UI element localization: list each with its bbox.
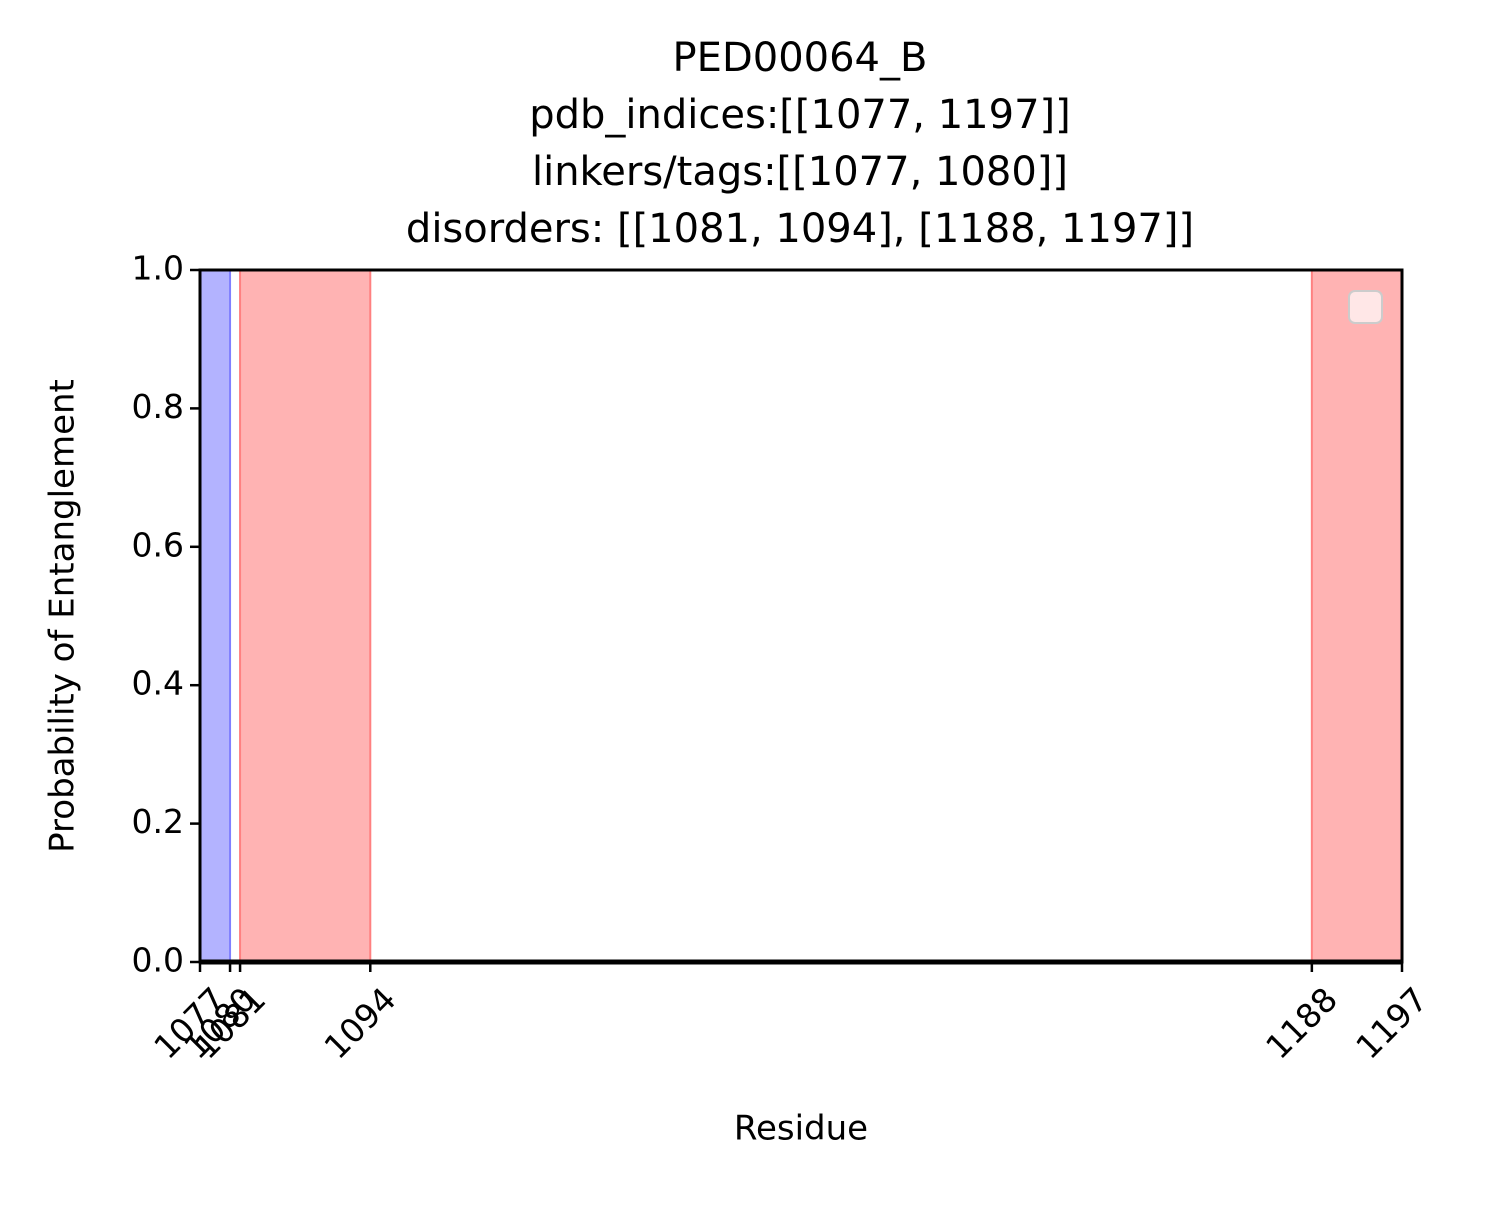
x-tick-label: 1188 (1258, 980, 1345, 1067)
y-tick-label: 0.0 (132, 941, 184, 980)
y-tick-label: 0.6 (132, 525, 184, 564)
shaded-region-linker-tag (199, 269, 232, 963)
plot-frame (198, 268, 1404, 964)
legend-box (1348, 290, 1383, 324)
chart-title-line: pdb_indices:[[1077, 1197]] (529, 92, 1071, 138)
chart-title-line: linkers/tags:[[1077, 1080]] (532, 149, 1068, 195)
y-tick-label: 0.4 (132, 664, 184, 703)
x-tick-label: 1094 (317, 980, 404, 1067)
chart-title-line: PED00064_B (673, 35, 928, 81)
shaded-region-disorder (1310, 269, 1403, 963)
chart-title-line: disorders: [[1081, 1094], [1188, 1197]] (406, 206, 1194, 252)
x-axis-label: Residue (734, 1109, 868, 1149)
x-tick-label: 1197 (1348, 980, 1435, 1067)
y-tick-label: 0.8 (132, 387, 184, 426)
shaded-region-disorder (239, 269, 372, 963)
y-tick-label: 0.2 (132, 802, 184, 841)
y-tick-label: 1.0 (132, 249, 184, 288)
y-axis-label: Probability of Entanglement (43, 379, 83, 853)
